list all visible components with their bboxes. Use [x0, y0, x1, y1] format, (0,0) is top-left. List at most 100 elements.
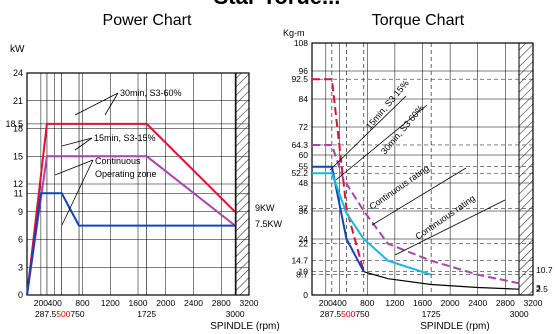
power-x-extra-0: 287.5: [35, 309, 57, 319]
power-x-extra-4: 3000: [226, 309, 245, 319]
torque-y-tick-5: 24: [299, 234, 309, 244]
torque-y-tick-3: 14.7: [291, 256, 308, 266]
power-series-line-0: [26, 122, 236, 296]
torque-leader-lines: [329, 95, 506, 256]
power-y-tick-6: 15: [13, 151, 23, 161]
torque-y-tick-8: 48: [299, 178, 309, 188]
power-x-extra-1: 500: [56, 309, 70, 319]
torque-y-tick-2: 10: [299, 267, 309, 277]
torque-x-tick-labels: 200 400 800 1200 1600 2000 2400 2800 3200: [319, 298, 543, 308]
torque-y-tick-11: 60: [299, 150, 309, 160]
power-x-tick-2: 800: [75, 298, 89, 308]
torque-x-tick-3: 1200: [385, 298, 404, 308]
torque-x-tick-5: 2000: [441, 298, 460, 308]
power-y-tick-4: 11: [14, 188, 23, 198]
torque-series: [312, 78, 520, 290]
torque-y-tick-1: 8.7: [296, 270, 308, 280]
torque-y-tick-9: 52.2: [291, 168, 308, 178]
torque-x-extra-row: 287.5500750: [320, 309, 370, 319]
power-y-tick-0: 0: [18, 290, 23, 300]
torque-x-extra-0: 287.5: [320, 309, 342, 319]
power-y-tick-10: 24: [13, 68, 23, 78]
torque-y-tick-14: 84: [299, 94, 309, 104]
torque-right-tick-2: 10.7: [536, 265, 553, 275]
torque-right-tick-labels: 2.53 10.7: [536, 265, 553, 294]
torque-x-axis-label: SPINDLE (rpm): [420, 321, 489, 332]
power-x-extra-labels: 287.5500750 1725 3000: [35, 309, 245, 319]
power-annotation-continuous: Continuous: [95, 156, 141, 166]
power-y-tick-7: 18: [13, 124, 23, 134]
power-y-tick-5: 12: [13, 179, 23, 189]
power-annotation-operating-zone: Operating zone: [95, 169, 157, 179]
torque-x-tick-1: 400: [333, 298, 347, 308]
power-x-tick-8: 3200: [240, 298, 259, 308]
torque-y-tick-10: 55: [299, 162, 309, 172]
power-x-tick-0: 200: [34, 298, 48, 308]
power-y-tick-3: 9: [18, 207, 23, 217]
torque-gridlines: [312, 42, 534, 296]
torque-x-tick-4: 1600: [413, 298, 432, 308]
torque-series-line-3: [312, 172, 432, 276]
torque-y-tick-16: 96: [299, 66, 309, 76]
power-leader-lines: [54, 92, 119, 226]
power-x-tick-3: 1200: [101, 298, 120, 308]
torque-x-tick-6: 2400: [468, 298, 487, 308]
torque-x-extra-3: 1725: [422, 309, 441, 319]
torque-x-tick-2: 800: [360, 298, 374, 308]
torque-series-line-0: [312, 78, 365, 272]
power-annotation-9kw: 9KW: [255, 203, 275, 213]
torque-y-unit: Kg-m: [283, 28, 305, 38]
power-hatch-band: [235, 72, 250, 296]
torque-x-tick-8: 3200: [524, 298, 543, 308]
power-x-tick-1: 400: [48, 298, 62, 308]
power-x-tick-6: 2400: [184, 298, 203, 308]
torque-y-tick-7: 37: [299, 204, 309, 214]
top-title-partial: Star Torue...: [214, 0, 341, 9]
torque-y-tick-17: 108: [294, 38, 308, 48]
torque-y-tick-6: 36: [299, 206, 309, 216]
torque-x-extra-4: 3000: [510, 309, 529, 319]
power-x-tick-5: 2000: [156, 298, 175, 308]
torque-y-tick-13: 72: [299, 122, 309, 132]
torque-x-extra-1: 500: [341, 309, 355, 319]
torque-y-tick-0: 0: [303, 290, 308, 300]
power-annotation-30min: 30min, S3-60%: [120, 88, 182, 98]
torque-chart-title: Torque Chart: [372, 12, 465, 29]
torque-annotation-continuous-1: Continuous rating: [367, 163, 431, 212]
power-y-tick-2: 6: [18, 235, 23, 245]
power-series-line-2: [26, 192, 236, 296]
power-chart-title: Power Chart: [103, 12, 192, 29]
torque-y-tick-12: 64.3: [291, 140, 308, 150]
power-y-unit: kW: [10, 44, 25, 55]
torque-y-tick-15: 92.5: [291, 74, 308, 84]
power-y-tick-8: 18.5: [5, 119, 23, 129]
power-x-extra-3: 1725: [137, 309, 156, 319]
power-x-tick-labels: 200 400 800 1200 1600 2000 2400 2800 3200: [34, 298, 259, 308]
power-annotation-7-5kw: 7.5KW: [255, 219, 283, 229]
power-x-extra-2: 750: [70, 309, 84, 319]
power-reference-lines: [46, 73, 236, 295]
power-x-tick-4: 1600: [129, 298, 148, 308]
power-x-extra-row: 287.5500750: [35, 309, 85, 319]
power-y-tick-1: 3: [18, 262, 23, 272]
torque-x-extra-2: 750: [355, 309, 369, 319]
torque-x-tick-7: 2800: [496, 298, 515, 308]
torque-series-line-1: [312, 144, 520, 285]
torque-y-tick-4: 22: [299, 239, 309, 249]
torque-series-line-2: [312, 165, 365, 273]
torque-series-line-4: [363, 271, 520, 290]
power-gridlines: [27, 72, 250, 296]
power-x-axis-label: SPINDLE (rpm): [210, 321, 279, 332]
torque-x-tick-0: 200: [319, 298, 333, 308]
torque-annotation-continuous-2: Continuous rating: [413, 193, 477, 242]
torque-x-extra-labels: 287.5500750 1725 3000: [320, 309, 529, 319]
torque-right-tick-0: 2.5: [536, 284, 548, 294]
power-annotation-15min: 15min, S3-15%: [94, 133, 156, 143]
torque-right-tick-1: 3: [536, 283, 541, 293]
torque-hatch-band: [518, 42, 534, 296]
power-series: [26, 122, 236, 296]
